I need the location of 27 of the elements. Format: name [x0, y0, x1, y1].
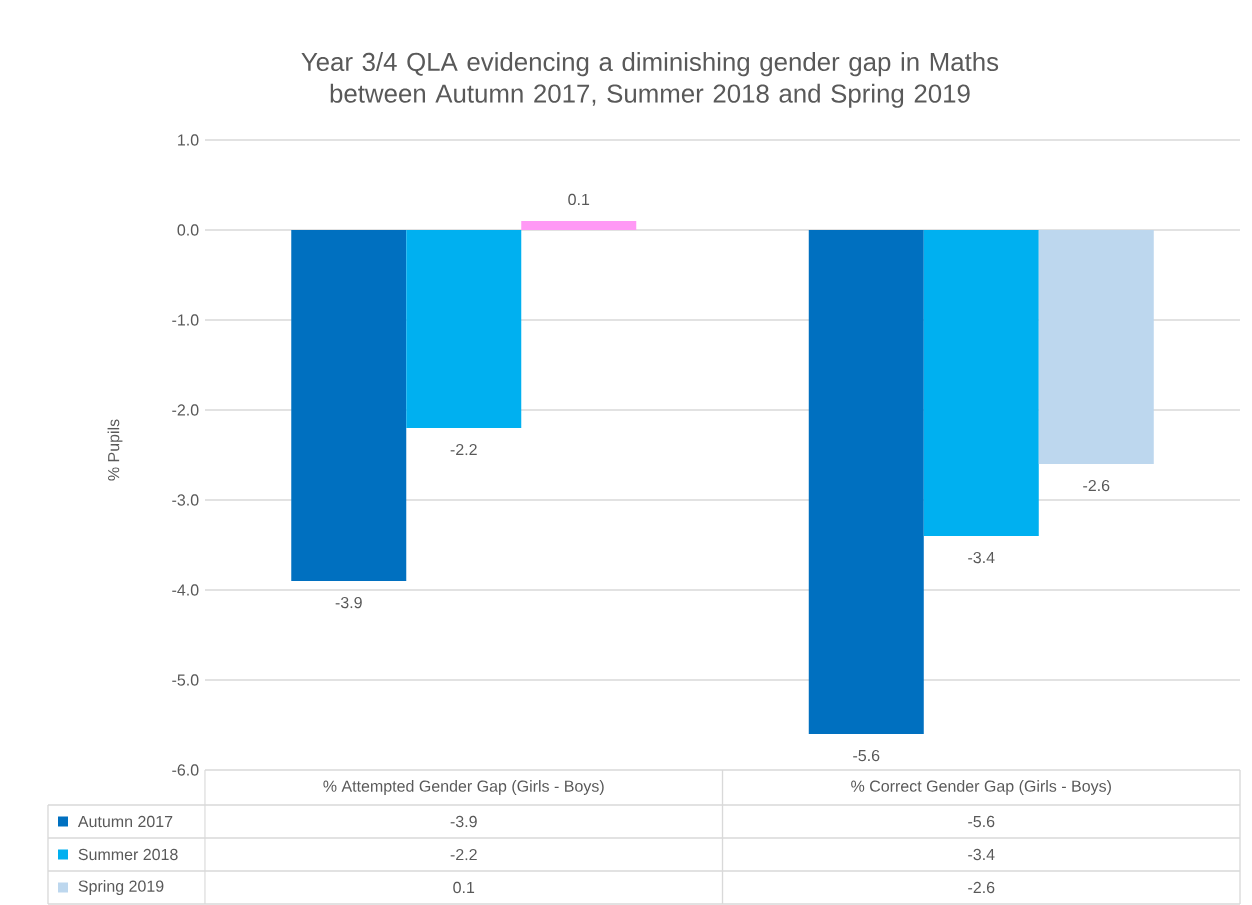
data-label: -2.2 — [450, 848, 477, 861]
y-tick-label: 0.0 — [177, 224, 199, 236]
text: -3.4 — [968, 551, 995, 564]
y-tick-label: -3.0 — [172, 494, 199, 506]
y-tick-label: -4.0 — [172, 584, 199, 596]
data-label: -3.9 — [450, 815, 477, 828]
data-label: 0.1 — [453, 881, 475, 894]
data-label: -3.4 — [968, 848, 995, 861]
data-label: -2.6 — [968, 881, 995, 894]
text: -2.2 — [450, 443, 477, 456]
text: -2.6 — [1083, 479, 1110, 492]
text: -3.9 — [335, 596, 362, 609]
y-tick-label: -6.0 — [172, 764, 199, 776]
y-tick-label: -2.0 — [172, 404, 199, 416]
text: -5.6 — [853, 749, 880, 762]
legend-label: Spring 2019 — [78, 880, 164, 895]
y-tick-label: -1.0 — [172, 314, 199, 326]
y-tick-label: -5.0 — [172, 674, 199, 686]
y-axis-title: % Pupils — [107, 419, 123, 481]
data-label: -5.6 — [968, 815, 995, 828]
x-tick-label: % Attempted Gender Gap (Girls - Boys) — [323, 780, 604, 795]
y-tick-label: 1.0 — [178, 134, 199, 146]
legend-label: Autumn 2017 — [77, 815, 173, 828]
text: 0.1 — [568, 193, 590, 206]
chart-title: Year 3/4 QLA evidencing a diminishing gender gap in Maths between Autumn 2017, Summer 2018 and Spring 2019 — [301, 52, 999, 108]
legend-label: Summer 2018 — [78, 848, 178, 861]
x-tick-label: % Correct Gender Gap (Girls - Boys) — [851, 780, 1111, 795]
